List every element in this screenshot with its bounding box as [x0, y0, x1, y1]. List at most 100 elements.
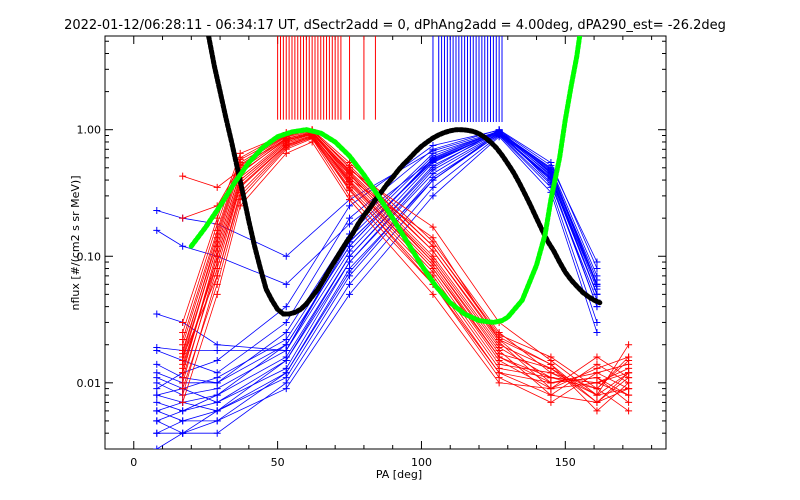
blue-trace-line: [156, 130, 598, 403]
red-point-marker: [593, 407, 601, 415]
blue-point-marker: [346, 242, 354, 250]
blue-point-marker: [282, 341, 290, 349]
blue-point-marker: [213, 417, 221, 425]
red-point-marker: [236, 202, 244, 210]
blue-point-marker: [346, 268, 354, 276]
red-point-marker: [179, 391, 187, 399]
red-point-marker: [495, 333, 503, 341]
blue-point-marker: [153, 344, 161, 352]
blue-point-marker: [153, 407, 161, 415]
blue-trace-line: [156, 129, 598, 374]
blue-point-marker: [153, 417, 161, 425]
black-fit: [206, 36, 603, 317]
red-point-marker: [593, 369, 601, 377]
red-point-marker: [495, 360, 503, 368]
red-point-marker: [625, 360, 633, 368]
blue-point-marker: [593, 265, 601, 273]
red-point-marker: [213, 183, 221, 191]
blue-point-marker: [213, 379, 221, 387]
blue-point-marker: [282, 385, 290, 393]
blue-point-marker: [213, 407, 221, 415]
blue-point-marker: [179, 242, 187, 250]
green-fit-curve: [188, 36, 583, 325]
blue-trace-line: [156, 129, 598, 389]
red-point-marker: [179, 214, 187, 222]
blue-point-marker: [213, 429, 221, 437]
red-point-marker: [625, 385, 633, 393]
red-point-marker: [213, 234, 221, 242]
red-traces: [179, 126, 633, 415]
red-point-marker: [179, 379, 187, 387]
blue-point-marker: [282, 369, 290, 377]
red-point-marker: [179, 172, 187, 180]
blue-point-marker: [429, 155, 437, 163]
blue-point-marker: [346, 280, 354, 288]
red-point-marker: [625, 407, 633, 415]
green-fit: [188, 36, 583, 325]
red-point-marker: [429, 290, 437, 298]
blue-trace-line: [156, 132, 598, 403]
red-point-marker: [547, 398, 555, 406]
red-point-marker: [625, 391, 633, 399]
chart-title: 2022-01-12/06:28:11 - 06:34:17 UT, dSect…: [64, 18, 726, 33]
blue-point-marker: [153, 374, 161, 382]
blue-point-marker: [153, 445, 161, 449]
red-point-marker: [429, 223, 437, 231]
red-point-marker: [495, 353, 503, 361]
blue-point-marker: [282, 357, 290, 365]
blue-point-marker: [346, 258, 354, 266]
red-point-marker: [593, 379, 601, 387]
x-tick-label: 150: [555, 456, 576, 469]
plot-area: [153, 36, 633, 449]
x-axis-label: PA [deg]: [376, 468, 422, 481]
blue-point-marker: [153, 226, 161, 234]
black-fit-curve: [206, 36, 603, 317]
y-tick-label: 0.01: [77, 377, 102, 390]
blue-point-marker: [179, 407, 187, 415]
blue-point-marker: [282, 318, 290, 326]
red-point-marker: [593, 360, 601, 368]
red-point-marker: [179, 350, 187, 358]
red-point-marker: [625, 353, 633, 361]
red-point-marker: [346, 177, 354, 185]
plot-frame: [104, 35, 667, 450]
red-point-marker: [179, 369, 187, 377]
red-point-marker: [593, 391, 601, 399]
blue-traces: [153, 126, 601, 449]
red-vertical-lines: [277, 36, 376, 120]
x-tick-label: 0: [130, 456, 137, 469]
blue-point-marker: [495, 129, 503, 137]
blue-point-marker: [593, 280, 601, 288]
blue-point-marker: [429, 192, 437, 200]
red-point-marker: [625, 341, 633, 349]
red-point-marker: [625, 369, 633, 377]
y-axis-label: nflux [#/(cm2 s sr MeV)]: [69, 176, 82, 311]
blue-point-marker: [346, 202, 354, 210]
red-point-marker: [346, 185, 354, 193]
blue-point-marker: [153, 429, 161, 437]
blue-point-marker: [282, 252, 290, 260]
blue-point-marker: [593, 290, 601, 298]
blue-point-marker: [213, 357, 221, 365]
red-point-marker: [495, 369, 503, 377]
red-point-marker: [429, 242, 437, 250]
blue-point-marker: [179, 429, 187, 437]
blue-point-marker: [213, 398, 221, 406]
red-point-marker: [179, 318, 187, 326]
blue-point-marker: [429, 183, 437, 191]
red-point-marker: [236, 149, 244, 157]
blue-point-marker: [429, 173, 437, 181]
blue-point-marker: [213, 391, 221, 399]
y-tick-label: 0.10: [77, 250, 102, 263]
blue-point-marker: [153, 385, 161, 393]
blue-trace-line: [156, 134, 598, 449]
blue-point-marker: [429, 166, 437, 174]
blue-point-marker: [153, 206, 161, 214]
red-point-marker: [547, 374, 555, 382]
blue-point-marker: [179, 417, 187, 425]
red-point-marker: [593, 353, 601, 361]
red-point-marker: [346, 164, 354, 172]
red-point-marker: [213, 272, 221, 280]
blue-point-marker: [153, 398, 161, 406]
